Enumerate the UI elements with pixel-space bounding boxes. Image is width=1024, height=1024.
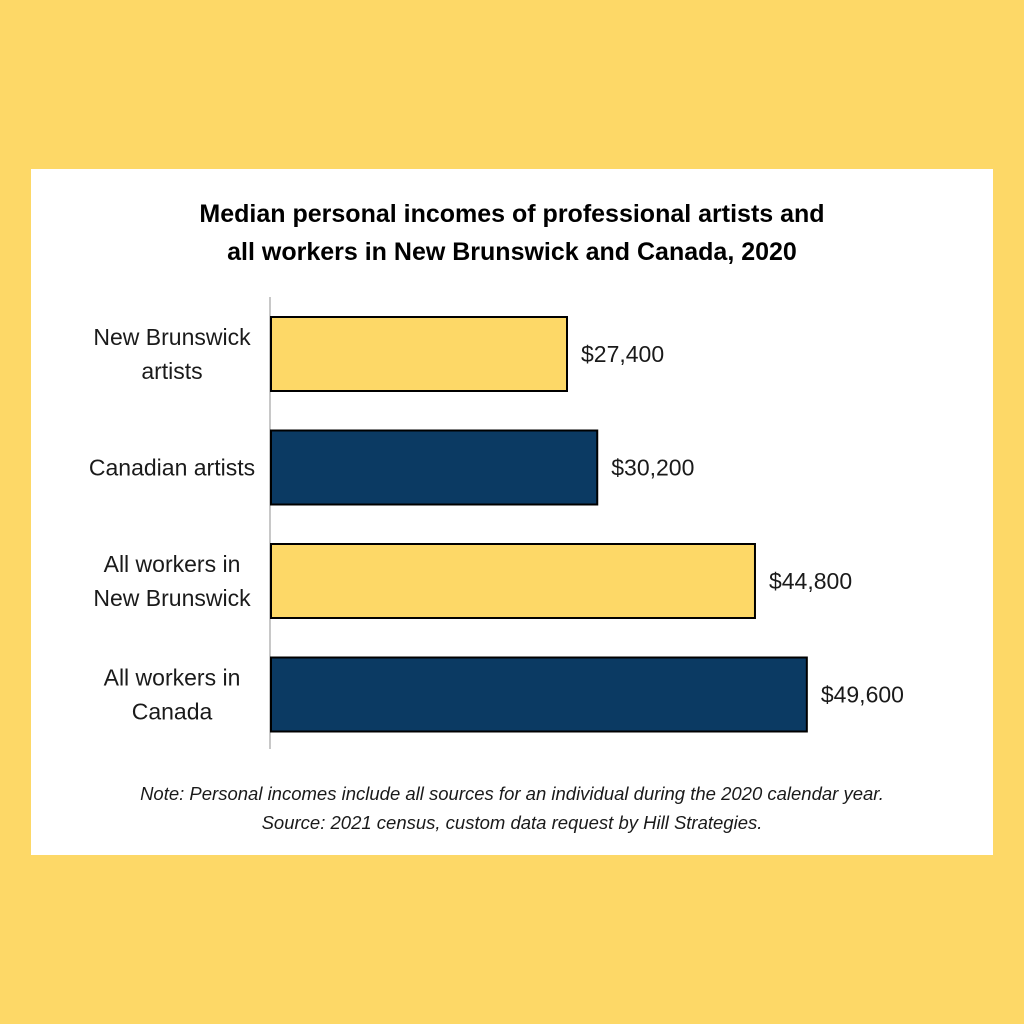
category-label-1-line-0: Canadian artists — [89, 455, 255, 481]
category-label-3-line-1: Canada — [132, 699, 213, 725]
category-label-3: All workers in Canada — [104, 665, 241, 725]
category-label-0: New Brunswick artists — [93, 324, 251, 384]
chart-title: Median personal incomes of professional … — [31, 195, 993, 271]
chart-source: Source: 2021 census, custom data request… — [261, 812, 763, 833]
bar-3 — [270, 656, 808, 733]
chart-note: Note: Personal incomes include all sourc… — [140, 783, 884, 804]
category-label-2-line-1: New Brunswick — [93, 585, 251, 611]
bar-1 — [270, 429, 599, 506]
category-label-3-line-0: All workers in — [104, 665, 241, 691]
category-label-2: All workers in New Brunswick — [93, 551, 251, 611]
chart-card: Median personal incomes of professional … — [31, 169, 993, 855]
category-label-2-line-0: All workers in — [104, 551, 241, 577]
chart-footnote: Note: Personal incomes include all sourc… — [31, 779, 993, 837]
value-label-0: $27,400 — [581, 341, 664, 367]
bar-2 — [270, 543, 756, 619]
category-label-1: Canadian artists — [89, 455, 255, 481]
bar-0 — [270, 316, 568, 392]
bar-chart: $27,400 New Brunswick artists $30,200 Canadi… — [89, 297, 904, 749]
category-label-0-line-1: artists — [141, 358, 202, 384]
value-label-2: $44,800 — [769, 568, 852, 594]
chart-title-line-2: all workers in New Brunswick and Canada,… — [227, 238, 797, 266]
category-label-0-line-0: New Brunswick — [93, 324, 251, 350]
chart-title-line-1: Median personal incomes of professional … — [199, 200, 825, 228]
value-label-1: $30,200 — [611, 455, 694, 481]
value-label-3: $49,600 — [821, 682, 904, 708]
